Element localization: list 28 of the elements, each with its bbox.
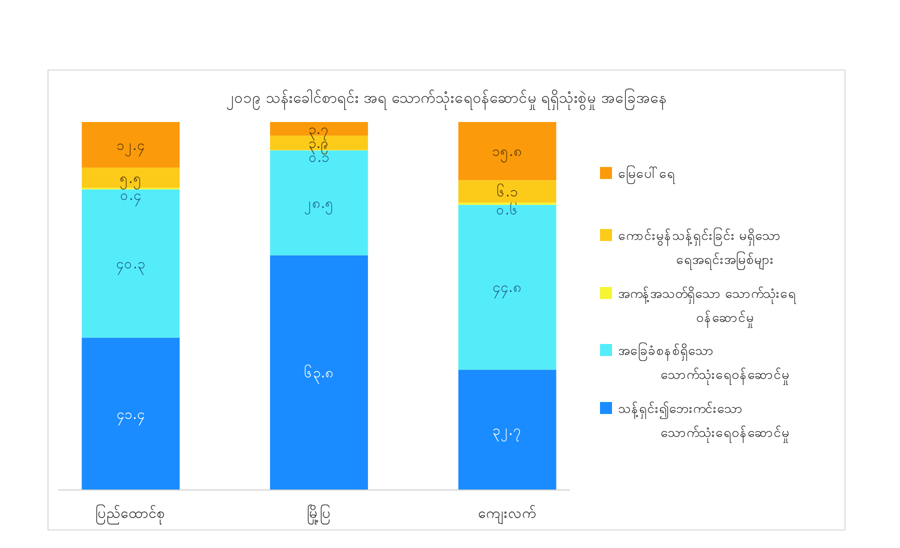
data-label: ၂၈.၅ bbox=[304, 196, 334, 214]
x-tick-label: မြို့ပြ bbox=[307, 505, 331, 524]
bar bbox=[458, 204, 556, 370]
x-tick-label: ပြည်ထောင်စု bbox=[96, 505, 166, 524]
data-label: ၃၂.၇ bbox=[492, 422, 522, 441]
data-label: ၄၄.၈ bbox=[492, 280, 522, 298]
bar bbox=[82, 338, 180, 490]
chart-title: ၂၀၁၉ သန်းခေါင်စာရင်း အရ သောက်သုံးရေဝန်ဆောင်မှု ရရှိသုံးစွဲမှု အခြေအနေ bbox=[226, 88, 667, 110]
data-label: ၄၀.၃ bbox=[116, 256, 146, 274]
legend-label: ကောင်းမွန်သန့်ရှင်းခြင်း မရှိသော ရေအရင်းအမြစ်များ bbox=[618, 227, 782, 270]
bar bbox=[82, 168, 180, 188]
bar bbox=[458, 180, 556, 203]
bar bbox=[458, 122, 556, 180]
data-label: ၅.၅ bbox=[119, 170, 142, 189]
data-label: ၄၁.၄ bbox=[116, 406, 145, 425]
bar bbox=[458, 370, 556, 490]
legend-label: သန့်ရှင်း၍ဘေးကင်းသော သောက်သုံးရေဝန်ဆောင်မှု bbox=[618, 401, 790, 443]
x-tick-label: ကျေးလက် bbox=[478, 506, 537, 524]
legend-label: အကန့်အသတ်ရှိသော သောက်သုံးရေ ဝန်ဆောင်မှု bbox=[618, 286, 796, 328]
data-label: ၁၅.၈ bbox=[492, 144, 523, 162]
data-label: ၆၃.၈ bbox=[304, 366, 334, 384]
bar bbox=[82, 122, 180, 168]
data-label: ၆.၁ bbox=[496, 184, 518, 200]
bar bbox=[82, 189, 180, 338]
legend-label: မြေပေါ်ရေ bbox=[618, 165, 675, 184]
bar bbox=[270, 255, 368, 490]
data-label: ၁၂.၄ bbox=[116, 138, 145, 156]
legend-label: အခြေခံစနစ်ရှိသော သောက်သုံးရေဝန်ဆောင်မှု bbox=[618, 342, 790, 385]
